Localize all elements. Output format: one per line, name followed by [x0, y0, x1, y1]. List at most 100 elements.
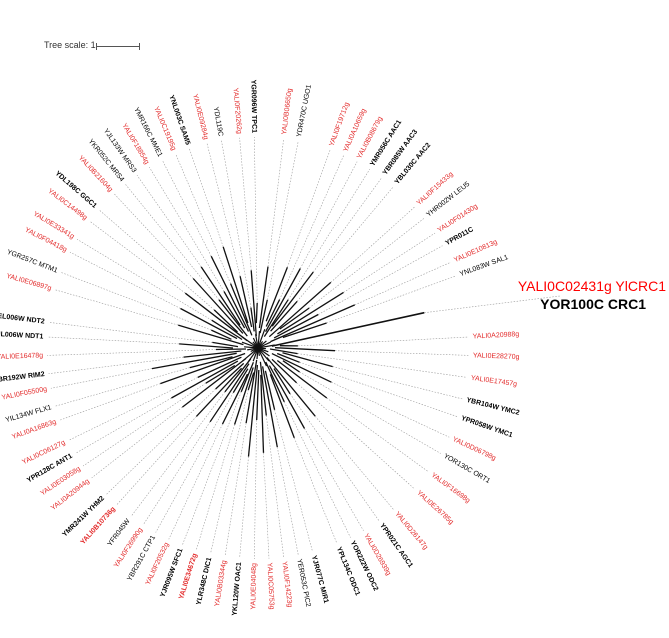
tree-branch [258, 266, 269, 329]
leaf-guide-line [297, 353, 467, 378]
leaf-label: YLR348C DIC1 [196, 557, 214, 606]
tree-branch [270, 304, 356, 343]
leaf-guide-line [334, 350, 469, 356]
leaf-label: YJR077C MIR1 [310, 555, 329, 604]
tree-branch [222, 246, 249, 324]
tree-branch-core [241, 341, 259, 349]
tree-branch [265, 361, 285, 403]
tree-scale-label: Tree scale: 1 [44, 40, 96, 50]
leaf-guide-line [254, 136, 258, 304]
tree-branch [209, 363, 250, 423]
leaf-guide-line [175, 153, 231, 284]
tree-branch [223, 291, 246, 329]
leaf-guide-line [69, 251, 181, 309]
tree-branch [282, 360, 300, 373]
tree-branch-core [257, 328, 266, 349]
leaf-label: YALI0F14223g [280, 561, 293, 608]
tree-branch [277, 291, 344, 335]
leaf-label: YDR470C UGO1 [296, 84, 313, 138]
leaf-guide-line [130, 391, 226, 517]
tree-branch [276, 359, 328, 399]
tree-branch [189, 356, 233, 369]
leaf-label: YEL006W NDT2 [0, 312, 45, 325]
tree-branch [229, 283, 253, 336]
leaf-guide-line [309, 217, 425, 309]
tree-branch [260, 374, 265, 453]
tree-branch [218, 299, 248, 337]
leaf-guide-line [296, 382, 416, 490]
leaf-guide-line [75, 397, 172, 454]
leaf-guide-line [274, 409, 313, 552]
leaf-guide-line [239, 456, 249, 559]
leaf-label: YMR241W YHM2 [61, 495, 106, 538]
leaf-label: YER053C PIC2 [295, 558, 311, 607]
tree-branch [232, 368, 249, 393]
leaf-label: YOR130C ORT1 [442, 453, 491, 485]
tree-branch [268, 281, 332, 338]
tree-branch [263, 299, 289, 337]
leaf-label: YALI0C05753g [265, 563, 274, 610]
leaf-guide-line [55, 289, 179, 326]
tree-branch [269, 374, 295, 439]
tree-branch [233, 367, 254, 425]
tree-branch [192, 278, 244, 334]
tree-branch [270, 300, 298, 332]
tree-branch [259, 299, 268, 334]
tree-branch [273, 368, 291, 395]
leaf-label: YIL006W NDT1 [0, 331, 44, 341]
leaf-label: YALI0E09284g [191, 93, 209, 140]
leaf-label: YALI0B03344g [214, 560, 228, 607]
tree-branch [151, 352, 237, 370]
tree-branch-core [242, 347, 259, 362]
leaf-guide-line [142, 421, 211, 526]
leaf-label: YDL198C GGC1 [54, 170, 98, 210]
tree-branch [184, 292, 248, 342]
leaf-guide-line [254, 419, 257, 560]
tree-branch [240, 362, 255, 393]
tree-branch-core [257, 347, 270, 362]
leaf-label: YALI0B06650g [281, 88, 294, 135]
tree-branch-core [257, 331, 261, 349]
leaf-label: YALI0E06897g [5, 273, 52, 293]
leaf-guide-line [168, 423, 223, 540]
highlight-black-label: YOR100C CRC1 [540, 296, 646, 312]
leaf-guide-line [331, 381, 450, 438]
tree-branch-core [257, 347, 268, 367]
highlight-red-label: YALI0C02431g YlCRC1 [517, 278, 666, 294]
tree-branch [224, 358, 252, 393]
leaf-guide-line [326, 397, 429, 473]
leaf-guide-line [330, 206, 416, 283]
leaf-guide-line [136, 175, 202, 268]
tree-branch [215, 362, 245, 390]
tree-branch [261, 366, 278, 448]
tree-branch [264, 370, 276, 410]
tree-branch [215, 348, 247, 351]
leaf-guide-line [91, 406, 183, 479]
tree-branch-core [241, 336, 259, 349]
tree-branch [210, 255, 250, 332]
tree-branch [195, 367, 243, 417]
leaf-label: YALI0F05500g [1, 386, 48, 402]
tree-branch [255, 302, 258, 324]
leaf-guide-line [297, 336, 469, 347]
tree-branch [171, 360, 239, 399]
leaf-label: YALI0F16698g [430, 472, 472, 505]
tree-branch-core [257, 347, 270, 357]
leaf-guide-line [161, 159, 212, 257]
tree-branch [200, 266, 241, 326]
leaf-label: YALI0A16863g [11, 418, 57, 441]
tree-branch [271, 353, 332, 383]
tree-branch-highlight [271, 311, 425, 347]
tree-branch [245, 359, 258, 424]
tree-scale-bar [96, 43, 140, 50]
leaf-guide-line [299, 362, 458, 417]
leaf-guide-line [182, 391, 242, 546]
leaf-guide-line [343, 232, 436, 293]
tree-branch [178, 324, 244, 346]
leaf-guide-line [354, 261, 451, 306]
leaf-guide-line [68, 377, 198, 441]
leaf-guide-line [149, 166, 225, 292]
leaf-guide-line [116, 416, 197, 506]
leaf-guide-line [59, 383, 161, 421]
tree-branch [180, 307, 238, 340]
